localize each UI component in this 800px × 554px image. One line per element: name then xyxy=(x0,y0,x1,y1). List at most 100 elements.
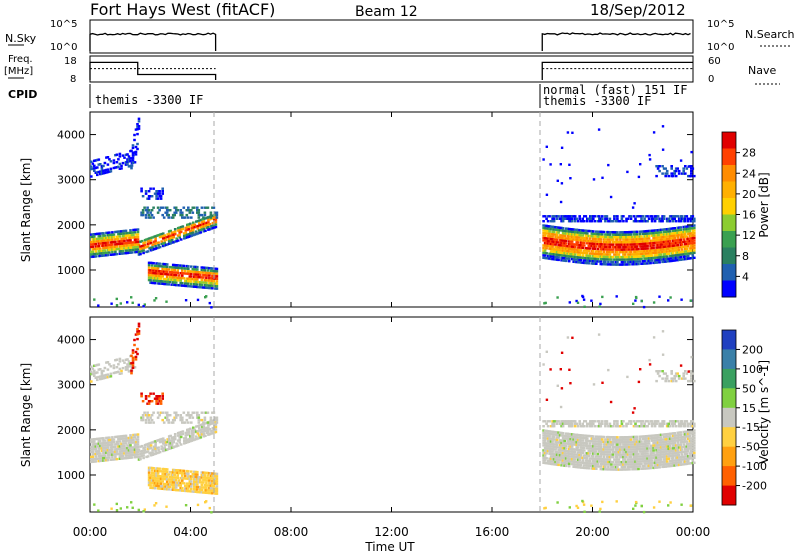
data-cell xyxy=(204,427,207,430)
data-cell xyxy=(693,241,696,245)
data-cell xyxy=(592,440,595,443)
data-cell xyxy=(674,174,678,178)
data-cell xyxy=(202,422,206,426)
data-cell xyxy=(614,260,618,264)
data-cell xyxy=(170,444,174,447)
data-cell xyxy=(622,463,625,466)
data-cell xyxy=(601,258,604,261)
data-cell xyxy=(149,271,152,274)
data-cell xyxy=(575,238,578,241)
data-cell xyxy=(581,236,584,240)
data-cell xyxy=(135,433,138,436)
data-cell xyxy=(121,252,125,255)
data-cell xyxy=(154,242,157,245)
data-cell xyxy=(631,240,634,244)
nave-tick-bottom: 0 xyxy=(708,74,714,85)
data-cell xyxy=(608,240,612,244)
data-cell xyxy=(572,460,575,463)
data-cell xyxy=(153,267,157,270)
data-cell xyxy=(161,262,164,266)
data-cell xyxy=(634,445,637,448)
data-cell xyxy=(127,155,131,158)
data-cell xyxy=(566,235,569,238)
data-cell xyxy=(181,284,184,287)
data-cell xyxy=(115,304,119,307)
data-cell xyxy=(158,262,161,265)
data-cell xyxy=(136,330,139,333)
data-cell xyxy=(155,192,158,195)
data-cell xyxy=(617,253,621,256)
data-cell xyxy=(664,443,667,446)
data-cell xyxy=(628,445,631,449)
data-cell xyxy=(646,447,649,450)
data-cell xyxy=(665,452,669,456)
data-cell xyxy=(659,238,663,241)
data-cell xyxy=(593,462,597,465)
data-cell xyxy=(152,474,155,477)
data-cell xyxy=(685,240,689,243)
data-cell xyxy=(97,247,101,250)
data-cell xyxy=(561,461,565,465)
data-cell xyxy=(150,266,154,270)
data-cell xyxy=(97,235,101,238)
data-cell xyxy=(548,225,551,228)
data-cell xyxy=(127,362,131,366)
data-cell xyxy=(573,238,577,241)
data-cell xyxy=(632,258,636,261)
data-cell xyxy=(610,455,613,459)
data-cell xyxy=(590,457,594,460)
data-cell xyxy=(664,255,667,258)
data-cell xyxy=(133,251,137,254)
data-cell xyxy=(155,269,158,273)
data-cell xyxy=(184,439,188,442)
data-cell xyxy=(118,252,122,255)
data-cell xyxy=(561,234,565,237)
data-cell xyxy=(656,165,660,168)
data-cell xyxy=(106,368,110,371)
data-cell xyxy=(674,234,678,237)
data-cell xyxy=(184,477,187,480)
data-cell xyxy=(91,245,95,248)
data-cell xyxy=(202,486,205,489)
data-cell xyxy=(96,173,99,177)
data-cell xyxy=(153,474,157,477)
data-cell xyxy=(610,250,613,254)
data-cell xyxy=(135,233,138,236)
data-cell xyxy=(102,449,105,452)
data-cell xyxy=(638,215,642,218)
data-cell xyxy=(205,276,208,279)
data-cell xyxy=(549,460,553,463)
data-cell xyxy=(106,248,110,252)
data-cell xyxy=(188,477,192,481)
data-cell xyxy=(680,233,684,236)
data-cell xyxy=(165,213,169,217)
data-cell xyxy=(601,176,604,179)
data-cell xyxy=(162,280,166,283)
data-cell xyxy=(130,246,134,249)
data-cell xyxy=(601,253,604,256)
data-cell xyxy=(202,476,205,479)
data-cell xyxy=(614,253,618,256)
data-cell xyxy=(196,473,199,476)
data-cell xyxy=(93,438,96,441)
data-cell xyxy=(664,172,667,175)
data-cell xyxy=(563,457,566,460)
data-cell xyxy=(549,163,552,166)
data-cell xyxy=(205,484,208,487)
data-cell xyxy=(129,456,132,459)
data-cell xyxy=(623,443,627,446)
data-cell xyxy=(634,248,637,251)
data-cell xyxy=(691,229,695,232)
data-cell xyxy=(141,416,145,419)
data-cell xyxy=(146,240,150,243)
data-cell xyxy=(608,253,612,256)
data-cell xyxy=(93,240,96,243)
data-cell xyxy=(161,234,165,238)
data-cell xyxy=(170,473,173,476)
data-cell xyxy=(576,451,580,454)
data-cell xyxy=(578,215,581,218)
data-cell xyxy=(93,364,96,367)
data-cell xyxy=(99,239,102,243)
data-cell xyxy=(653,446,657,450)
data-cell xyxy=(610,243,613,246)
